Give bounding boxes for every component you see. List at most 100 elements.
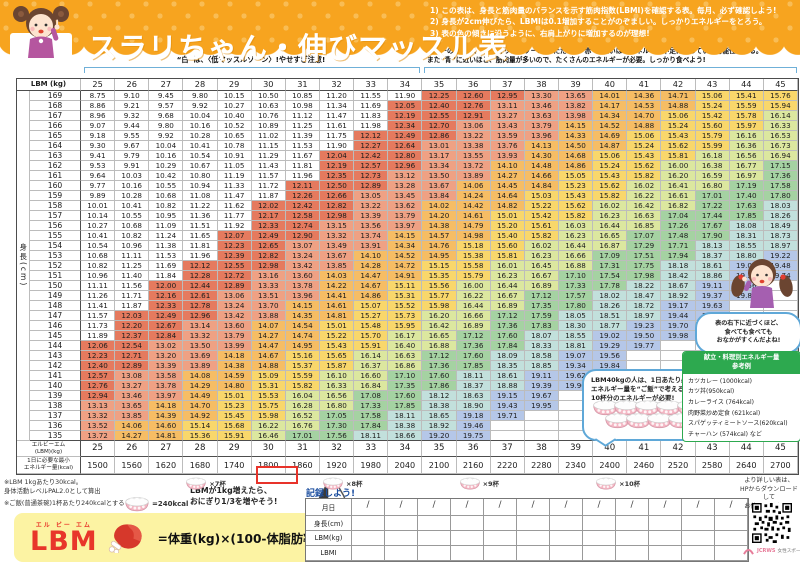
lbm-row-cell: 45	[763, 441, 798, 457]
bowl-marker-36: ×9杯	[459, 475, 499, 491]
lbmi-cell: 18.03	[763, 201, 798, 211]
height-cell: 145	[30, 331, 81, 341]
lbm-header-cell: 45	[763, 79, 798, 91]
lbmi-cell: 16.89	[490, 301, 525, 311]
record-cell[interactable]	[418, 546, 451, 561]
record-cell[interactable]	[616, 546, 649, 561]
lbmi-cell: 13.99	[217, 341, 252, 351]
record-cell[interactable]	[682, 546, 715, 561]
record-cell[interactable]	[649, 516, 682, 531]
lbmi-cell: 11.90	[319, 141, 355, 151]
lbmi-cell: 19.98	[661, 331, 696, 341]
record-cell[interactable]	[352, 531, 385, 546]
rice-bubble-text: LBM40kgの人は、1日あたり必要な エネルギー量を“ご飯”で考えると、 10…	[584, 371, 741, 404]
record-cell[interactable]	[352, 546, 385, 561]
record-cell[interactable]: /	[649, 499, 682, 516]
record-cell[interactable]	[715, 516, 748, 531]
page-title: スラリちゃん・伸びマッスル表	[88, 31, 509, 66]
lbmi-cell: 9.92	[149, 131, 184, 141]
lbmi-cell: 11.05	[217, 161, 252, 171]
record-cell[interactable]	[649, 546, 682, 561]
record-cell[interactable]	[484, 516, 517, 531]
lbmi-cell: 11.53	[285, 141, 320, 151]
lbmi-cell: 13.78	[285, 281, 320, 291]
lbmi-cell: 13.30	[524, 91, 559, 101]
lbmi-cell: 14.64	[490, 191, 525, 201]
record-cell[interactable]	[451, 516, 484, 531]
record-cell[interactable]	[583, 516, 616, 531]
lbmi-cell: 11.96	[285, 171, 320, 181]
height-cell: 169	[30, 91, 81, 101]
record-cell[interactable]	[583, 531, 616, 546]
lbmi-cell: 9.77	[81, 181, 116, 191]
record-cell[interactable]: /	[616, 499, 649, 516]
lbmi-cell: 15.23	[217, 401, 252, 411]
record-cell[interactable]	[550, 516, 583, 531]
lbmi-cell: 16.04	[285, 391, 320, 401]
record-cell[interactable]: /	[418, 499, 451, 516]
lbmi-cell: 15.59	[729, 101, 764, 111]
lbmi-cell: 14.95	[285, 341, 320, 351]
bowl-marker-label: ×7杯	[209, 480, 226, 488]
lbmi-cell: 14.15	[285, 301, 320, 311]
lbmi-cell: 10.82	[149, 201, 184, 211]
record-cell[interactable]	[385, 531, 418, 546]
record-cell[interactable]	[418, 516, 451, 531]
record-cell[interactable]	[484, 531, 517, 546]
lbmi-cell: 14.07	[251, 321, 286, 331]
lbmi-cell: 14.33	[558, 131, 594, 141]
lbmi-cell: 13.24	[217, 301, 252, 311]
lbmi-cell: 15.81	[490, 251, 525, 261]
energy-cell: 2400	[593, 457, 628, 474]
lbmi-cell	[661, 341, 696, 351]
lbmi-cell: 18.81	[558, 341, 594, 351]
lbmi-cell: 9.57	[149, 101, 184, 111]
energy-cell: 2160	[456, 457, 491, 474]
lbmi-cell: 18.92	[422, 421, 457, 431]
record-cell[interactable]	[550, 531, 583, 546]
bowl-marker-40: ×10杯	[595, 475, 640, 491]
record-cell[interactable]	[451, 531, 484, 546]
record-cell[interactable]: /	[550, 499, 583, 516]
record-cell[interactable]: /	[484, 499, 517, 516]
lbmi-cell: 12.11	[285, 181, 320, 191]
record-cell[interactable]: /	[352, 499, 385, 516]
record-cell[interactable]: /	[385, 499, 418, 516]
record-cell[interactable]	[517, 546, 550, 561]
record-cell[interactable]	[616, 516, 649, 531]
height-cell: 139	[30, 391, 81, 401]
record-cell[interactable]	[682, 516, 715, 531]
lbmi-cell: 16.20	[661, 171, 696, 181]
record-cell[interactable]	[715, 546, 748, 561]
record-heading: 記録しよう!	[306, 489, 356, 499]
record-cell[interactable]: /	[715, 499, 748, 516]
record-cell[interactable]	[715, 531, 748, 546]
record-cell[interactable]	[583, 546, 616, 561]
color-zone-note-line2: また“青”に近いほど、筋肉量が多いので、たくさんのエネルギーが必要。しっかり食べ…	[427, 56, 706, 65]
record-cell[interactable]	[550, 546, 583, 561]
record-cell[interactable]: /	[517, 499, 550, 516]
record-cell[interactable]: /	[451, 499, 484, 516]
lbmi-cell: 12.12	[183, 261, 218, 271]
record-cell[interactable]	[385, 516, 418, 531]
record-cell[interactable]	[517, 531, 550, 546]
record-cell[interactable]	[352, 516, 385, 531]
lbm-header-cell: 32	[319, 79, 355, 91]
record-cell[interactable]: /	[682, 499, 715, 516]
record-cell[interactable]	[451, 546, 484, 561]
record-cell[interactable]	[616, 531, 649, 546]
record-cell[interactable]	[682, 531, 715, 546]
lbmi-cell: 16.44	[490, 281, 525, 291]
lbmi-cell: 11.33	[217, 181, 252, 191]
record-cell[interactable]	[418, 531, 451, 546]
lbm-header-cell: 37	[490, 79, 525, 91]
lbmi-cell: 19.48	[763, 261, 798, 271]
record-cell[interactable]	[517, 516, 550, 531]
lbmi-cell	[763, 291, 798, 301]
lbmi-cell: 10.29	[149, 161, 184, 171]
record-cell[interactable]	[385, 546, 418, 561]
lbmi-cell: 14.41	[319, 291, 355, 301]
record-cell[interactable]	[649, 531, 682, 546]
record-cell[interactable]: /	[583, 499, 616, 516]
record-cell[interactable]	[484, 546, 517, 561]
